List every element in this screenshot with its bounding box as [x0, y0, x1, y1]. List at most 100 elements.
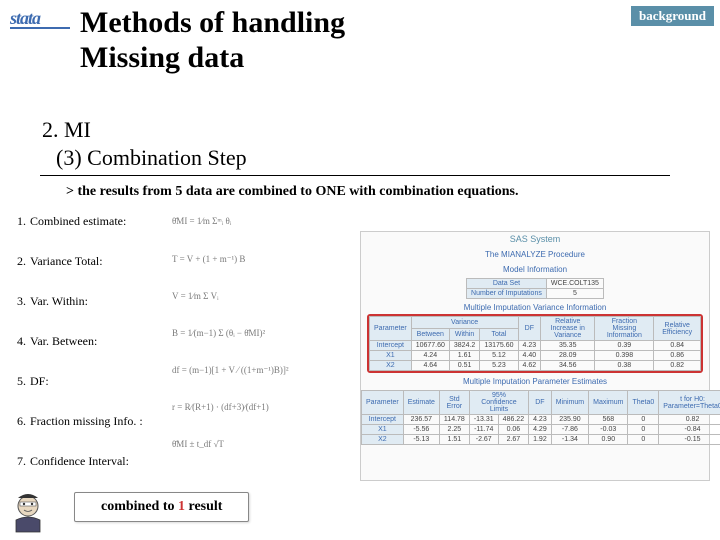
cell: 4.62: [518, 361, 541, 371]
formula: θ̄MI = 1⁄m Σᵐᵢ θᵢ: [172, 216, 231, 226]
cell: Minimum: [551, 391, 588, 415]
sas-model-header: Model Information: [361, 265, 709, 274]
list-item: 1. Combined estimate:: [10, 214, 143, 229]
cell: Within: [449, 329, 479, 341]
item-num: 3.: [10, 294, 26, 309]
cell: -5.56: [403, 425, 439, 435]
item-num: 5.: [10, 374, 26, 389]
cell: 0.39: [595, 341, 654, 351]
cell: 1.61: [449, 351, 479, 361]
formula: V = 1⁄m Σ Vᵢ: [172, 291, 219, 301]
cell: 4.40: [518, 351, 541, 361]
section-heading: 2. MI (3) Combination Step: [42, 116, 247, 171]
cell: -0.84: [659, 425, 720, 435]
list-item: 5. DF:: [10, 374, 143, 389]
title-line2: Missing data: [80, 41, 244, 74]
cell: -13.31: [469, 415, 498, 425]
item-label: Var. Between:: [30, 334, 97, 349]
cell: Relative Increase in Variance: [541, 317, 595, 341]
cell: 0.06: [498, 425, 528, 435]
table-row: X1 -5.56 2.25 -11.74 0.06 4.29 -7.86 -0.…: [362, 425, 720, 435]
callout-text-b: 1: [178, 499, 185, 514]
formula: B = 1⁄(m−1) Σ (θᵢ − θ̄MI)²: [172, 328, 265, 338]
item-num: 6.: [10, 414, 26, 429]
sas-var-table: Parameter Variance DF Relative Increase …: [369, 316, 701, 371]
formula: T = V + (1 + m⁻¹) B: [172, 254, 245, 265]
sas-system-header: SAS System: [361, 232, 709, 246]
cell: 2.25: [439, 425, 469, 435]
cell: 5.12: [480, 351, 518, 361]
table-row: Intercept 10677.60 3824.2 13175.60 4.23 …: [370, 341, 701, 351]
cell: 236.57: [403, 415, 439, 425]
cell: 0.82: [654, 361, 701, 371]
cell: Parameter: [362, 391, 404, 415]
cell: DF: [518, 317, 541, 341]
cell: Between: [411, 329, 449, 341]
cell: 0.398: [595, 351, 654, 361]
cell: 486.22: [498, 415, 528, 425]
section-line1: 2. MI: [42, 116, 247, 144]
table-row: X1 4.24 1.61 5.12 4.40 28.09 0.398 0.86: [370, 351, 701, 361]
cell: 0.82: [659, 415, 720, 425]
formula: df = (m−1)[1 + V ⁄ ((1+m⁻¹)B)]²: [172, 365, 289, 376]
sas-est-table: Parameter Estimate Std Error 95% Confide…: [361, 390, 720, 445]
list-item: 6. Fraction missing Info. :: [10, 414, 143, 429]
callout-text-c: result: [185, 499, 222, 514]
cell: 5: [546, 289, 603, 299]
leadline: > the results from 5 data are combined t…: [66, 184, 519, 200]
list-item: 3. Var. Within:: [10, 294, 143, 309]
item-label: Combined estimate:: [30, 214, 126, 229]
cell: X1: [370, 351, 412, 361]
cell: Std Error: [439, 391, 469, 415]
cell: X1: [362, 425, 404, 435]
formula: r = R⁄(R+1) · (df+3)⁄(df+1): [172, 402, 269, 412]
sas-est-title: Multiple Imputation Parameter Estimates: [361, 377, 709, 386]
cell: 95% Confidence Limits: [469, 391, 528, 415]
list-item: 2. Variance Total:: [10, 254, 143, 269]
cell: WCE.COLT135: [546, 279, 603, 289]
item-label: Var. Within:: [30, 294, 88, 309]
item-num: 2.: [10, 254, 26, 269]
page-title: Methods of handling Missing data: [80, 6, 345, 75]
cell: 35.35: [541, 341, 595, 351]
cell: 568: [589, 415, 628, 425]
cell: 114.78: [439, 415, 469, 425]
item-num: 4.: [10, 334, 26, 349]
table-row: Intercept 236.57 114.78 -13.31 486.22 4.…: [362, 415, 720, 425]
logo-text: stata: [10, 8, 70, 29]
cell: X2: [370, 361, 412, 371]
title-line1: Methods of handling: [80, 6, 345, 39]
cell: Relative Efficiency: [654, 317, 701, 341]
cell: 1.51: [439, 435, 469, 445]
cell: Data Set: [467, 279, 547, 289]
cell: Fraction Missing Information: [595, 317, 654, 341]
item-label: Variance Total:: [30, 254, 103, 269]
sas-proc: The MIANALYZE Procedure: [361, 250, 709, 259]
cell: 0.38: [595, 361, 654, 371]
cell: -0.15: [659, 435, 720, 445]
cell: Intercept: [362, 415, 404, 425]
cell: Intercept: [370, 341, 412, 351]
cell: 4.24: [411, 351, 449, 361]
sas-var-title: Multiple Imputation Variance Information: [361, 303, 709, 312]
cell: 4.29: [529, 425, 552, 435]
formula-list: 1. Combined estimate: 2. Variance Total:…: [10, 214, 143, 494]
corner-label: background: [631, 6, 714, 26]
cell: 4.23: [529, 415, 552, 425]
table-row: Number of Imputations5: [467, 289, 604, 299]
cell: Theta0: [628, 391, 659, 415]
cell: Variance: [411, 317, 518, 329]
cell: -2.67: [469, 435, 498, 445]
cell: 5.23: [480, 361, 518, 371]
table-row: Parameter Estimate Std Error 95% Confide…: [362, 391, 720, 415]
cell: Maximum: [589, 391, 628, 415]
variance-highlight: Parameter Variance DF Relative Increase …: [367, 314, 703, 373]
cell: 0.84: [654, 341, 701, 351]
cell: 1.92: [529, 435, 552, 445]
cell: 10677.60: [411, 341, 449, 351]
table-row: Parameter Variance DF Relative Increase …: [370, 317, 701, 329]
stata-logo: stata: [10, 8, 70, 38]
cell: 0: [628, 415, 659, 425]
cell: 2.67: [498, 435, 528, 445]
cell: 4.64: [411, 361, 449, 371]
